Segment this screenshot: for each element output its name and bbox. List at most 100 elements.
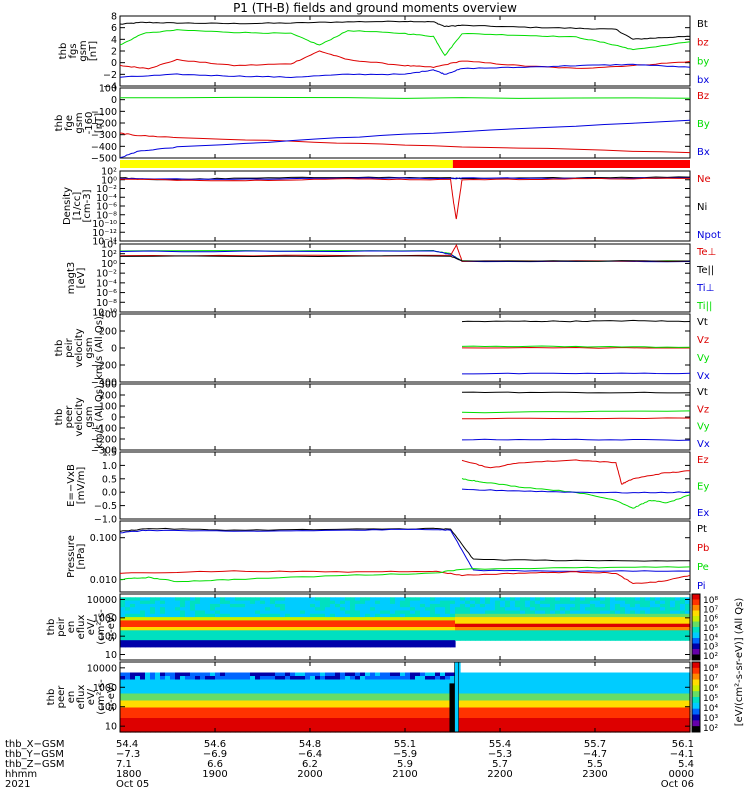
heatmap-cell xyxy=(280,620,286,625)
heatmap-cell xyxy=(425,683,431,688)
heatmap-cell xyxy=(355,630,361,635)
x-tick-label: 1900 xyxy=(202,769,227,780)
heatmap-cell xyxy=(505,610,511,615)
heatmap-cell xyxy=(460,633,466,638)
heatmap-cell xyxy=(290,633,296,638)
heatmap-cell xyxy=(440,603,446,608)
heatmap-cell xyxy=(510,693,516,698)
heatmap-cell xyxy=(685,613,691,618)
heatmap-cell xyxy=(260,728,266,733)
heatmap-cell xyxy=(570,686,576,691)
colorbar-swatch xyxy=(692,627,700,633)
heatmap-cell xyxy=(160,683,166,688)
heatmap-cell xyxy=(220,707,226,712)
heatmap-cell xyxy=(265,693,271,698)
heatmap-cell xyxy=(200,728,206,733)
heatmap-cell xyxy=(455,636,461,641)
heatmap-cell xyxy=(425,711,431,716)
panel-10: 10000100010010thbpeirenefluxeV/(cm²-s-sr… xyxy=(46,593,691,661)
heatmap-cell xyxy=(510,711,516,716)
heatmap-cell xyxy=(640,686,646,691)
heatmap-cell xyxy=(475,686,481,691)
heatmap-cell xyxy=(165,679,171,684)
heatmap-cell xyxy=(520,623,526,628)
heatmap-cell xyxy=(260,718,266,723)
heatmap-cell xyxy=(590,627,596,631)
heatmap-cell xyxy=(615,721,621,726)
heatmap-cell xyxy=(195,630,201,635)
heatmap-cell xyxy=(610,714,616,719)
heatmap-cell xyxy=(160,620,166,625)
heatmap-cell xyxy=(445,686,451,691)
heatmap-cell xyxy=(555,672,561,677)
heatmap-cell xyxy=(365,714,371,719)
heatmap-cell xyxy=(485,707,491,712)
heatmap-cell xyxy=(370,603,376,608)
heatmap-cell xyxy=(315,620,321,625)
heatmap-cell xyxy=(510,627,516,631)
x-tick-label: 54.6 xyxy=(204,739,226,750)
heatmap-cell xyxy=(220,676,226,681)
heatmap-cell xyxy=(210,630,216,635)
heatmap-cell xyxy=(255,603,261,608)
heatmap-cell xyxy=(180,711,186,716)
heatmap-cell xyxy=(195,711,201,716)
heatmap-cell xyxy=(330,610,336,615)
heatmap-cell xyxy=(655,600,661,605)
heatmap-cell xyxy=(405,610,411,615)
heatmap-cell xyxy=(505,721,511,726)
heatmap-cell xyxy=(185,728,191,733)
heatmap-cell xyxy=(360,728,366,733)
heatmap-cell xyxy=(345,600,351,605)
heatmap-cell xyxy=(235,693,241,698)
heatmap-cell xyxy=(510,714,516,719)
heatmap-cell xyxy=(260,700,266,705)
heatmap-cell xyxy=(560,721,566,726)
heatmap-cell xyxy=(260,693,266,698)
heatmap-cell xyxy=(570,633,576,638)
heatmap-cell xyxy=(540,728,546,733)
heatmap-cell xyxy=(595,607,601,612)
heatmap-cell xyxy=(175,711,181,716)
heatmap-cell xyxy=(370,623,376,628)
heatmap-cell xyxy=(255,633,261,638)
heatmap-cell xyxy=(255,617,261,621)
heatmap-cell xyxy=(160,693,166,698)
heatmap-cell xyxy=(505,623,511,628)
heatmap-cell xyxy=(140,711,146,716)
heatmap-cell xyxy=(585,607,591,612)
heatmap-cell xyxy=(350,700,356,705)
heatmap-cell xyxy=(630,728,636,733)
heatmap-cell xyxy=(430,707,436,712)
x-tick-label: 6.6 xyxy=(207,759,223,770)
heatmap-cell xyxy=(175,597,181,602)
heatmap-cell xyxy=(575,711,581,716)
heatmap-cell xyxy=(320,714,326,719)
heatmap-cell xyxy=(185,600,191,605)
heatmap-cell xyxy=(285,718,291,723)
heatmap-cell xyxy=(545,603,551,608)
heatmap-cell xyxy=(325,603,331,608)
heatmap-cell xyxy=(500,607,506,612)
heatmap-cell xyxy=(135,633,141,638)
heatmap-cell xyxy=(270,690,276,695)
heatmap-cell xyxy=(460,630,466,635)
heatmap-cell xyxy=(635,610,641,615)
heatmap-cell xyxy=(630,711,636,716)
heatmap-cell xyxy=(260,603,266,608)
heatmap-cell xyxy=(585,707,591,712)
heatmap-cell xyxy=(135,707,141,712)
colorbar-frame xyxy=(691,593,701,661)
heatmap-cell xyxy=(495,711,501,716)
heatmap-cell xyxy=(510,676,516,681)
y-axis-label: thbfgsgsm[nT] xyxy=(58,40,99,61)
heatmap-cell xyxy=(480,613,486,618)
heatmap-cell xyxy=(195,643,201,648)
heatmap-cell xyxy=(210,600,216,605)
heatmap-cell xyxy=(560,686,566,691)
heatmap-cell xyxy=(275,707,281,712)
heatmap-cell xyxy=(420,721,426,726)
heatmap-cell xyxy=(185,718,191,723)
heatmap-cell xyxy=(335,704,341,709)
heatmap-cell xyxy=(315,704,321,709)
